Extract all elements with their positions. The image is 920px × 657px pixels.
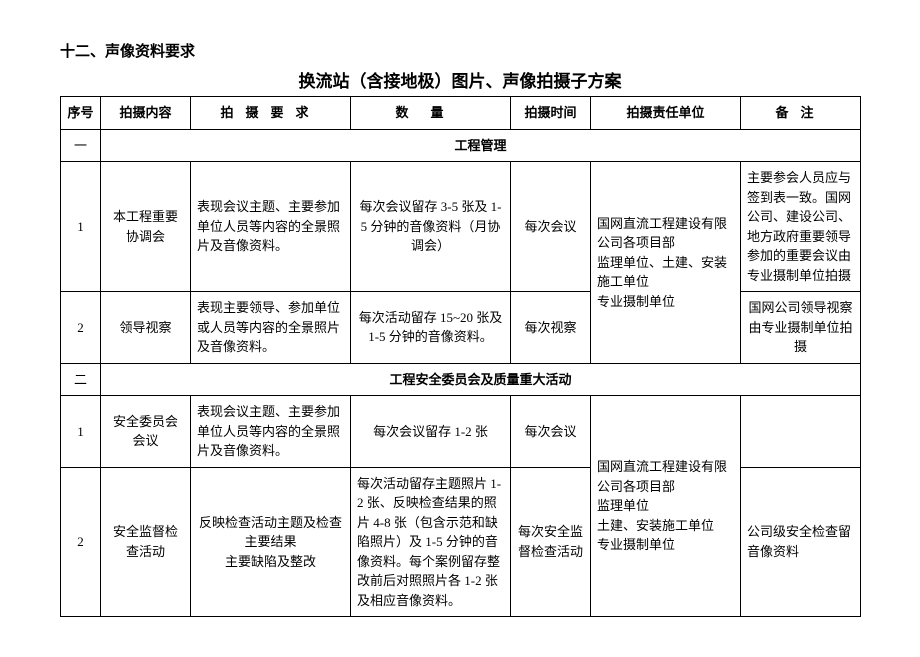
cell-note: 国网公司领导视察由专业摄制单位拍摄 <box>741 292 861 364</box>
cell-qty: 每次活动留存主题照片 1-2 张、反映检查结果的照片 4-8 张（包含示范和缺陷… <box>351 467 511 617</box>
col-seq: 序号 <box>61 97 101 130</box>
col-time: 拍摄时间 <box>511 97 591 130</box>
document-title: 换流站（含接地极）图片、声像拍摄子方案 <box>60 67 860 92</box>
cell-qty: 每次活动留存 15~20 张及 1-5 分钟的音像资料。 <box>351 292 511 364</box>
cell-note: 主要参会人员应与签到表一致。国网公司、建设公司、地方政府重要领导参加的重要会议由… <box>741 162 861 292</box>
cell-time: 每次视察 <box>511 292 591 364</box>
table-row: 2 领导视察 表现主要领导、参加单位或人员等内容的全景照片及音像资料。 每次活动… <box>61 292 861 364</box>
cell-time: 每次安全监督检查活动 <box>511 467 591 617</box>
cell-req: 表现会议主题、主要参加单位人员等内容的全景照片及音像资料。 <box>191 396 351 468</box>
cell-time: 每次会议 <box>511 396 591 468</box>
cell-content: 本工程重要协调会 <box>101 162 191 292</box>
section-heading: 十二、声像资料要求 <box>60 40 860 61</box>
cat-label: 工程安全委员会及质量重大活动 <box>101 363 861 396</box>
cell-content: 安全监督检查活动 <box>101 467 191 617</box>
cell-content: 安全委员会会议 <box>101 396 191 468</box>
cat-label: 工程管理 <box>101 129 861 162</box>
table-row: 1 本工程重要协调会 表现会议主题、主要参加单位人员等内容的全景照片及音像资料。… <box>61 162 861 292</box>
category-row: 一 工程管理 <box>61 129 861 162</box>
cell-time: 每次会议 <box>511 162 591 292</box>
cell-seq: 1 <box>61 396 101 468</box>
cell-req: 反映检查活动主题及检查主要结果 主要缺陷及整改 <box>191 467 351 617</box>
table-row: 1 安全委员会会议 表现会议主题、主要参加单位人员等内容的全景照片及音像资料。 … <box>61 396 861 468</box>
cell-seq: 2 <box>61 467 101 617</box>
cat-seq: 一 <box>61 129 101 162</box>
col-unit: 拍摄责任单位 <box>591 97 741 130</box>
col-quantity: 数量 <box>351 97 511 130</box>
cell-unit: 国网直流工程建设有限公司各项目部 监理单位 土建、安装施工单位 专业摄制单位 <box>591 396 741 617</box>
cell-qty: 每次会议留存 1-2 张 <box>351 396 511 468</box>
cell-note: 公司级安全检查留音像资料 <box>741 467 861 617</box>
cell-qty: 每次会议留存 3-5 张及 1-5 分钟的音像资料（月协调会） <box>351 162 511 292</box>
cell-content: 领导视察 <box>101 292 191 364</box>
category-row: 二 工程安全委员会及质量重大活动 <box>61 363 861 396</box>
table-row: 2 安全监督检查活动 反映检查活动主题及检查主要结果 主要缺陷及整改 每次活动留… <box>61 467 861 617</box>
cell-unit: 国网直流工程建设有限公司各项目部 监理单位、土建、安装施工单位 专业摄制单位 <box>591 162 741 364</box>
cell-seq: 1 <box>61 162 101 292</box>
col-note: 备注 <box>741 97 861 130</box>
table-header-row: 序号 拍摄内容 拍摄要求 数量 拍摄时间 拍摄责任单位 备注 <box>61 97 861 130</box>
requirements-table: 序号 拍摄内容 拍摄要求 数量 拍摄时间 拍摄责任单位 备注 一 工程管理 1 … <box>60 96 861 617</box>
col-requirement: 拍摄要求 <box>191 97 351 130</box>
cat-seq: 二 <box>61 363 101 396</box>
col-content: 拍摄内容 <box>101 97 191 130</box>
cell-seq: 2 <box>61 292 101 364</box>
cell-note <box>741 396 861 468</box>
cell-req: 表现主要领导、参加单位或人员等内容的全景照片及音像资料。 <box>191 292 351 364</box>
cell-req: 表现会议主题、主要参加单位人员等内容的全景照片及音像资料。 <box>191 162 351 292</box>
